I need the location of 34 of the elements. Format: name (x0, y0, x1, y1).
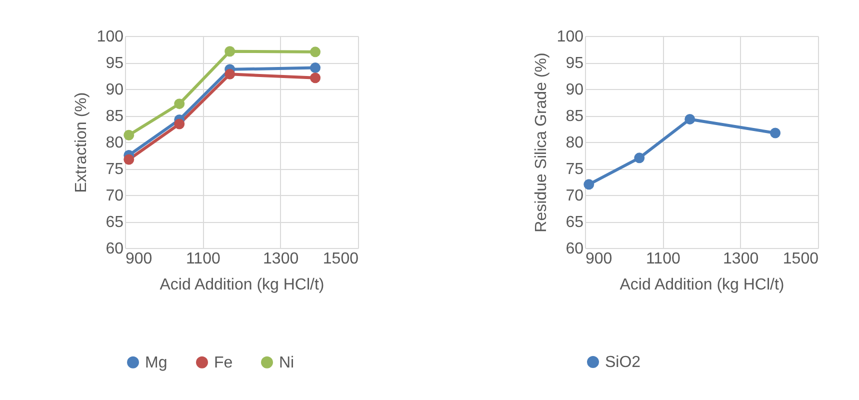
x-axis-title: Acid Addition (kg HCl/t) (620, 276, 784, 294)
legend-label: SiO2 (605, 354, 641, 371)
y-tick-label: 80 (106, 134, 124, 152)
y-tick-label: 80 (566, 134, 584, 152)
x-tick-label: 1500 (322, 250, 359, 268)
y-tick-label: 60 (566, 240, 584, 258)
legend-label: Mg (145, 354, 168, 372)
legend-label: Fe (214, 354, 233, 372)
y-axis-title: Extraction (%) (72, 92, 90, 193)
y-tick-label: 75 (566, 161, 584, 178)
y-tick-label: 90 (566, 82, 584, 98)
y-tick-label: 65 (106, 214, 124, 231)
y-tick-label: 65 (566, 214, 584, 231)
y-tick-label: 70 (566, 188, 584, 204)
x-tick-label: 1300 (263, 250, 299, 268)
x-tick-label: 1300 (723, 250, 759, 268)
y-tick-label: 85 (106, 108, 124, 125)
y-tick-label: 100 (556, 28, 584, 46)
y-tick-label: 70 (106, 188, 124, 204)
y-axis-title: Residue Silica Grade (%) (532, 52, 550, 232)
x-tick-label: 1500 (782, 250, 819, 268)
y-tick-label: 100 (96, 28, 124, 46)
y-tick-label: 75 (106, 161, 124, 178)
y-tick-label: 95 (566, 55, 584, 72)
x-tick-label: 1100 (186, 250, 220, 268)
x-tick-label: 900 (586, 250, 612, 268)
y-tick-label: 90 (106, 82, 124, 98)
x-tick-label: 900 (126, 250, 152, 268)
x-axis-title: Acid Addition (kg HCl/t) (160, 276, 324, 294)
x-tick-label: 1100 (646, 250, 680, 268)
legend-label: Ni (279, 354, 294, 372)
y-tick-label: 60 (106, 240, 124, 258)
y-tick-label: 95 (106, 55, 124, 72)
y-tick-label: 85 (566, 108, 584, 125)
